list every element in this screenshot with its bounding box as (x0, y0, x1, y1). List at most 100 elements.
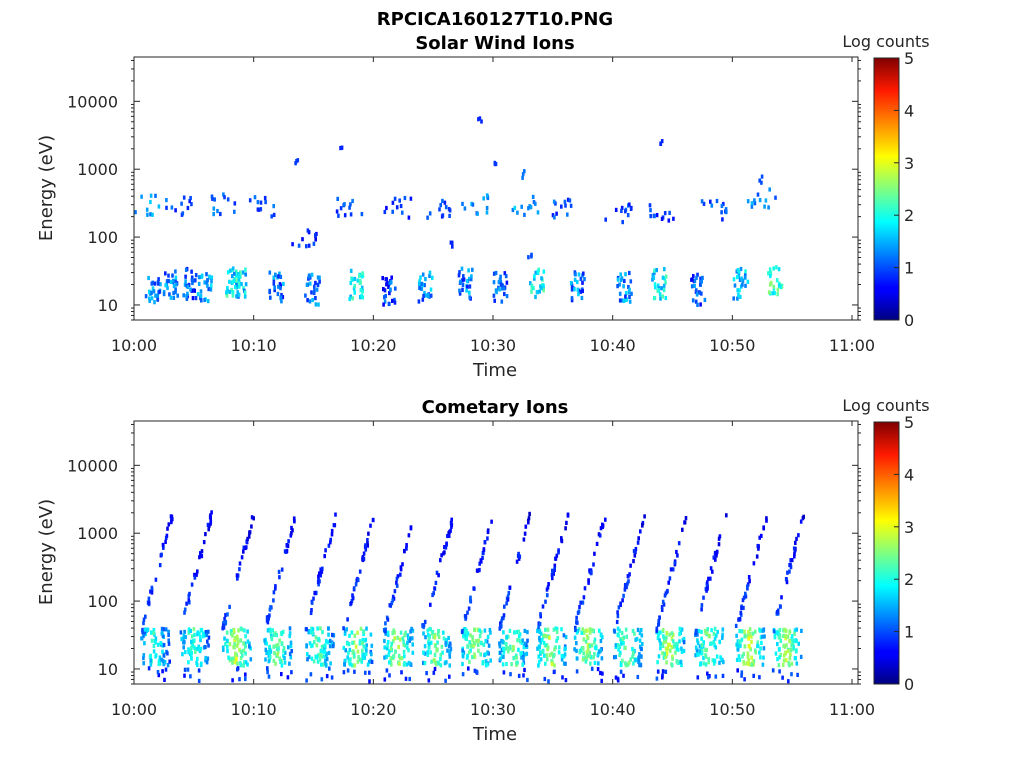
spectrogram-cell (655, 213, 659, 218)
spectrogram-cell (753, 629, 757, 634)
spectrogram-cell (502, 646, 505, 651)
spectrogram-cell (499, 656, 502, 661)
spectrogram-cell (323, 661, 327, 666)
spectrogram-cell (705, 647, 708, 653)
spectrogram-cell (584, 659, 588, 664)
spectrogram-cell (546, 645, 550, 650)
spectrogram-cell (739, 266, 743, 272)
x-axis-label: Time (472, 724, 517, 745)
spectrogram-cell (388, 291, 391, 296)
spectrogram-cell (539, 614, 542, 619)
spectrogram-cell (720, 203, 724, 208)
spectrogram-cell (633, 553, 637, 558)
spectrogram-cell (437, 634, 441, 640)
spectrogram-cell (707, 675, 710, 680)
spectrogram-cell (167, 273, 170, 278)
spectrogram-cell (229, 268, 232, 273)
spectrogram-cell (649, 208, 652, 213)
spectrogram-cell (744, 283, 747, 288)
spectrogram-cell (776, 287, 780, 292)
spectrogram-cell (629, 279, 633, 284)
x-tick-label: 10:00 (111, 336, 157, 355)
spectrogram-cell (191, 296, 195, 301)
spectrogram-cell (743, 629, 746, 634)
spectrogram-cell (244, 676, 247, 682)
spectrogram-cell (507, 649, 510, 654)
spectrogram-cell (736, 639, 740, 644)
spectrogram-cell (384, 293, 387, 299)
spectrogram-cell (655, 628, 658, 633)
spectrogram-cell (554, 556, 557, 561)
spectrogram-cell (396, 635, 399, 640)
spectrogram-cell (597, 661, 600, 666)
spectrogram-cell (570, 296, 574, 301)
spectrogram-cell (204, 644, 207, 650)
spectrogram-cell (134, 210, 137, 215)
spectrogram-cell (184, 267, 188, 272)
spectrogram-cell (468, 276, 471, 281)
y-axis-label: Energy (eV) (36, 135, 57, 241)
spectrogram-cell (706, 627, 709, 632)
spectrogram-cell (740, 606, 743, 611)
spectrogram-cell (784, 633, 788, 639)
spectrogram-cell (316, 653, 320, 658)
spectrogram-cell (422, 660, 425, 665)
spectrogram-cell (593, 640, 596, 645)
spectrogram-cell (162, 662, 165, 667)
spectrogram-cell (153, 300, 156, 305)
spectrogram-cell (485, 639, 489, 644)
spectrogram-cell (280, 630, 283, 635)
spectrogram-cell (793, 554, 796, 559)
spectrogram-cell (735, 633, 738, 638)
spectrogram-cell (568, 198, 572, 203)
spectrogram-cell (773, 635, 777, 640)
spectrogram-cell (790, 558, 794, 563)
spectrogram-cell (242, 549, 245, 554)
spectrogram-cell (557, 548, 560, 553)
spectrogram-cell (234, 651, 237, 656)
spectrogram-cell (229, 629, 233, 634)
spectrogram-cell (311, 631, 314, 636)
spectrogram-cell (586, 628, 589, 633)
spectrogram-cell (393, 300, 397, 305)
spectrogram-cell (584, 639, 588, 644)
spectrogram-cell (632, 559, 635, 564)
spectrogram-cell (324, 658, 327, 663)
spectrogram-cell (663, 593, 667, 598)
spectrogram-cell (423, 661, 427, 666)
spectrogram-cell (391, 200, 395, 205)
spectrogram-cell (290, 531, 293, 536)
spectrogram-cell (478, 116, 482, 121)
spectrogram-cell (749, 647, 752, 652)
spectrogram-cell (231, 293, 235, 298)
spectrogram-cell (289, 640, 293, 645)
spectrogram-cell (314, 280, 317, 285)
spectrogram-cell (189, 628, 192, 633)
spectrogram-cell (266, 670, 269, 675)
spectrogram-cell (779, 284, 783, 290)
spectrogram-cell (237, 284, 241, 289)
spectrogram-cell (469, 643, 473, 649)
spectrogram-cell (288, 626, 292, 631)
spectrogram-cell (505, 634, 508, 639)
spectrogram-cell (799, 519, 803, 524)
spectrogram-cell (738, 288, 741, 293)
spectrogram-cell (356, 577, 360, 583)
spectrogram-cell (244, 282, 248, 287)
spectrogram-cell (174, 287, 177, 292)
spectrogram-cell (259, 200, 263, 205)
spectrogram-cell (189, 196, 192, 201)
spectrogram-cell (272, 212, 276, 217)
spectrogram-cell (652, 275, 656, 280)
spectrogram-cell (557, 650, 561, 655)
spectrogram-cell (787, 679, 790, 684)
spectrogram-cell (756, 192, 760, 197)
spectrogram-cell (530, 289, 533, 294)
spectrogram-cell (269, 631, 273, 636)
spectrogram-cell (581, 288, 584, 294)
spectrogram-cell (389, 658, 392, 663)
spectrogram-cell (186, 205, 190, 211)
spectrogram-cell (520, 204, 523, 209)
spectrogram-cell (489, 630, 492, 635)
spectrogram-cell (244, 272, 247, 277)
